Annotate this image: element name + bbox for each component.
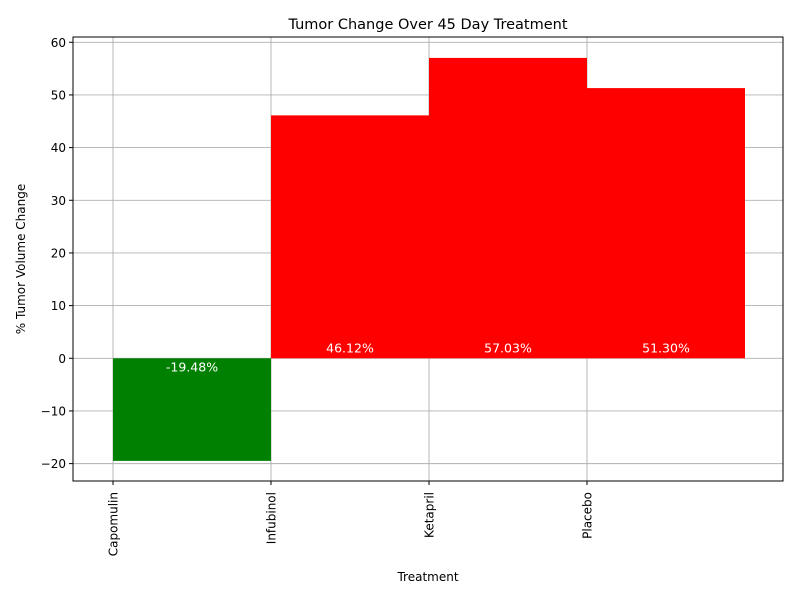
x-axis-ticks: Capomulin Infubinol Ketapril Placebo [107,481,595,556]
bar-placebo [587,88,745,359]
y-tick-label: 60 [51,36,66,50]
y-tick-label: 40 [51,141,66,155]
x-tick-label: Capomulin [107,492,121,556]
bar-value-label: -19.48% [166,359,218,374]
x-tick-label: Placebo [581,492,595,539]
y-tick-label: −20 [41,457,66,471]
chart-title: Tumor Change Over 45 Day Treatment [287,17,567,33]
bars [113,57,745,461]
y-tick-label: 50 [51,88,66,102]
y-tick-label: 30 [51,194,66,208]
bar-capomulin [113,358,271,461]
bar-ketapril [429,57,587,359]
y-axis-title: % Tumor Volume Change [14,184,28,335]
y-tick-label: 0 [58,352,66,366]
x-axis-title: Treatment [396,570,458,584]
y-tick-label: 20 [51,246,66,260]
bar-value-label: 51.30% [642,340,690,355]
bar-infubinol [271,115,429,359]
x-tick-label: Infubinol [265,492,279,544]
bar-value-label: 46.12% [326,340,374,355]
x-tick-label: Ketapril [423,492,437,538]
y-tick-label: 10 [51,299,66,313]
bar-value-label: 57.03% [484,340,532,355]
plot-frame [72,36,784,482]
y-tick-label: −10 [41,404,66,418]
y-axis-ticks: −20 −10 0 10 20 30 40 50 60 [41,36,73,471]
bar-value-labels: -19.48% 46.12% 57.03% 51.30% [166,340,690,374]
